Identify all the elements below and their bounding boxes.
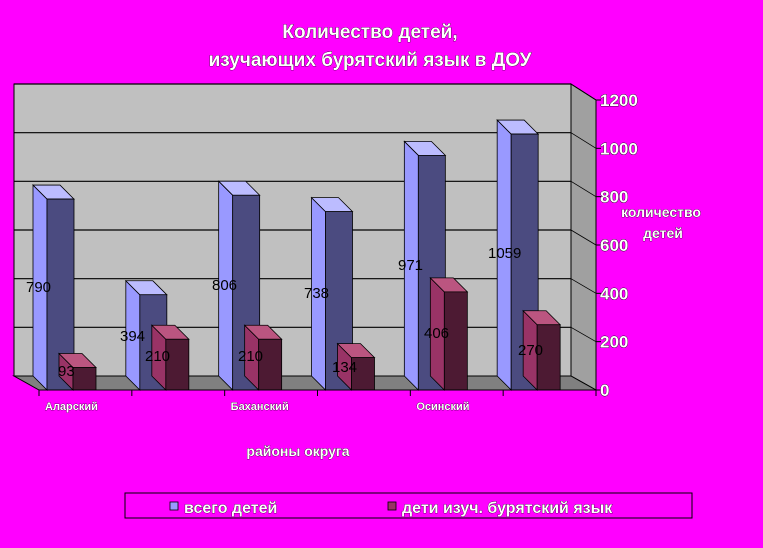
chart-title-line-2: изучающих бурятский язык в ДОУ [209,50,532,71]
y-tick-label: 400 [600,284,628,303]
data-label-s1-c5: 971 [398,257,423,274]
legend-swatch-series-1 [169,501,179,511]
data-label-s1-c4: 738 [304,285,329,302]
x-category-label: Аларский [45,401,98,413]
data-label-s2-c6: 270 [518,342,543,359]
x-axis-label: районы округа [246,443,349,459]
x-category-label: Баханский [231,401,289,413]
data-label-s1-c6: 1059 [488,245,521,262]
legend-label-series-1: всего детей [184,500,277,517]
data-label-s2-c2: 210 [145,348,170,365]
legend-swatch-series-2 [387,501,397,511]
gridline-side [570,278,597,294]
bar-s2-c1-main-face [72,367,97,391]
y-axis-ticks: 0 200 400 600 800 1000 1200 [595,91,638,400]
data-label-s2-c1: 93 [58,363,75,380]
legend-box [124,492,693,519]
y-tick-label: 600 [600,236,628,255]
gridline-side [570,132,597,149]
y-tick-label: 200 [600,333,628,352]
legend-label-series-2: дети изуч. бурятский язык [402,500,613,517]
y-axis-label-line-1: количество [621,204,701,220]
y-axis-label-line-2: детей [643,225,683,241]
gridline-side [570,83,597,101]
gridline-side [570,326,597,343]
legend: всего детей дети изуч. бурятский язык [124,492,693,519]
data-label-s1-c2: 394 [120,328,145,345]
bars [32,119,562,391]
gridline-side [570,180,597,198]
plot-side-wall [570,83,597,391]
gridlines [14,83,597,343]
gridline-side [570,229,597,246]
y-tick-label: 0 [600,381,609,400]
y-tick-label: 1000 [600,139,638,158]
chart-title-line-1: Количество детей, [282,22,457,43]
x-category-label: Осинский [416,401,469,413]
x-axis-categories: Аларский Баханский Осинский [38,389,597,413]
data-label-s2-c5: 406 [424,325,449,342]
y-tick-label: 1200 [600,91,638,110]
y-tick-label: 800 [600,188,628,207]
data-label-s2-c4: 134 [332,359,357,376]
data-label-s1-c1: 790 [26,279,51,296]
data-label-s1-c3: 806 [212,277,237,294]
data-label-s2-c3: 210 [238,348,263,365]
